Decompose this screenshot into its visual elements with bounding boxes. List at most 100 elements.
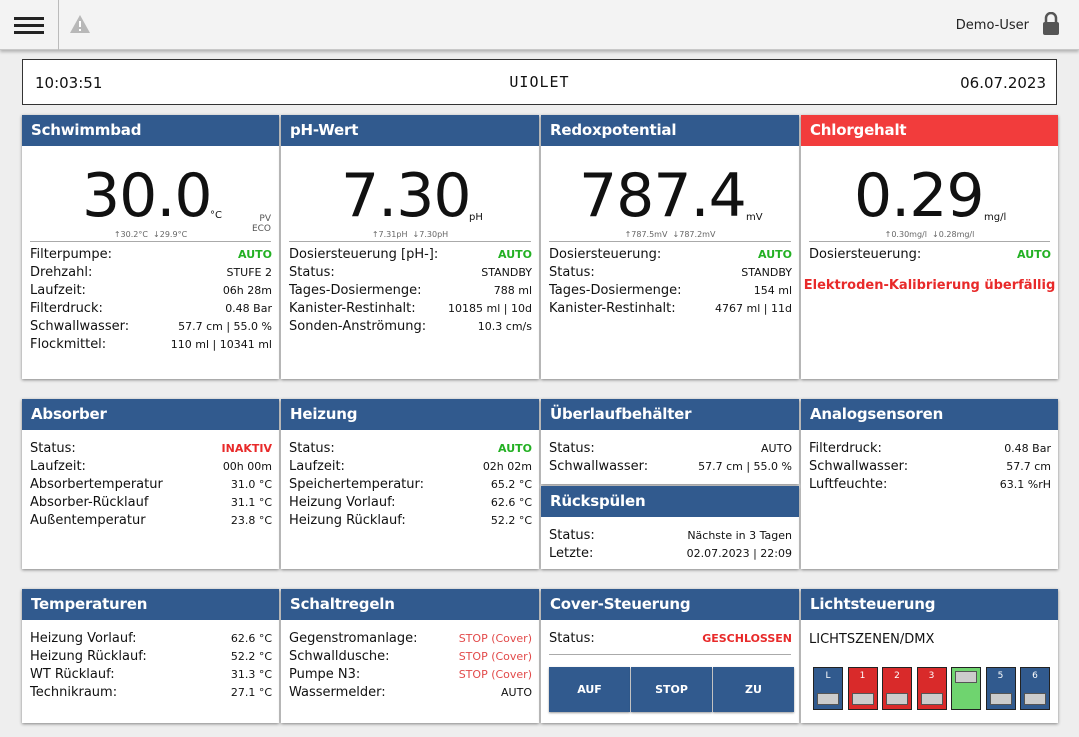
card-cover[interactable]: Cover-Steuerung Status: GESCHLOSSEN AUF … <box>541 589 799 723</box>
value-row: Heizung Rücklauf: 52.2 °C <box>30 649 272 667</box>
value-row: Wassermelder: AUTO <box>289 685 532 703</box>
lock-icon[interactable] <box>1042 12 1060 36</box>
cover-open-button[interactable]: AUF <box>549 667 630 712</box>
row-value: 00h 00m <box>222 460 272 473</box>
row-label: Schwalldusche: <box>289 649 390 664</box>
card-ph[interactable]: pH-Wert 7.30 pH ↑7.31pH ↓7.30pH Dosierst… <box>281 115 539 379</box>
light-scene-button[interactable]: 6 <box>1020 667 1050 710</box>
row-value: 57.7 cm | 55.0 % <box>178 320 272 333</box>
scene-switch <box>955 671 977 683</box>
value-row: Status: STANDBY <box>289 265 532 283</box>
value-row: Speichertemperatur: 65.2 °C <box>289 477 532 495</box>
row-label: WT Rücklauf: <box>30 667 115 682</box>
row-label: Dosiersteuerung [pH-]: <box>289 247 439 262</box>
row-label: Schwallwasser: <box>30 319 130 334</box>
row-label: Luftfeuchte: <box>809 477 888 492</box>
warning-icon[interactable] <box>69 14 91 34</box>
mode-pv: PV <box>259 214 271 224</box>
value-list: Status: AUTO Laufzeit: 02h 02m Speichertempe… <box>281 430 539 531</box>
big-readout: 7.30 pH ↑7.31pH ↓7.30pH <box>281 146 539 241</box>
card-title: Schwimmbad <box>22 115 279 146</box>
row-label: Kanister-Restinhalt: <box>289 301 416 316</box>
value-list: Filterdruck: 0.48 Bar Schwallwasser: 57.7 c… <box>801 430 1058 495</box>
row-value: 154 ml <box>753 284 792 297</box>
divider <box>549 241 791 242</box>
big-readout: 787.4 mV ↑787.5mV ↓787.2mV <box>541 146 799 241</box>
unit-label: pH <box>469 212 483 223</box>
big-readout: 0.29 mg/l ↑0.30mg/l ↓0.28mg/l <box>801 146 1058 241</box>
card-absorber[interactable]: Absorber Status: INAKTIV Laufzeit: 00h 00m A… <box>22 399 279 569</box>
calibration-alert: Elektroden-Kalibrierung überfällig <box>803 278 1056 293</box>
row-label: Status: <box>289 441 335 456</box>
scene-switch <box>886 693 908 705</box>
row-label: Heizung Vorlauf: <box>289 495 396 510</box>
card-temperaturen[interactable]: Temperaturen Heizung Vorlauf: 62.6 °C Heiz… <box>22 589 279 723</box>
big-value: 30.0 <box>82 161 213 231</box>
current-date: 06.07.2023 <box>960 74 1046 92</box>
row-label: Absorber-Rücklauf <box>30 495 149 510</box>
light-scenes-label: LICHTSZENEN/DMX <box>809 632 935 647</box>
value-row: Sonden-Anströmung: 10.3 cm/s <box>289 319 532 337</box>
row-value: 62.6 °C <box>490 496 532 509</box>
value-row: Laufzeit: 00h 00m <box>30 459 272 477</box>
row-label: Laufzeit: <box>30 283 86 298</box>
row-label: Sonden-Anströmung: <box>289 319 427 334</box>
card-redox[interactable]: Redoxpotential 787.4 mV ↑787.5mV ↓787.2m… <box>541 115 799 379</box>
light-scene-button[interactable]: 2 <box>882 667 912 710</box>
card-title: pH-Wert <box>281 115 539 146</box>
value-row: Kanister-Restinhalt: 4767 ml | 11d <box>549 301 792 319</box>
card-schaltregeln[interactable]: Schaltregeln Gegenstromanlage: STOP (Cove… <box>281 589 539 723</box>
cover-status-row: Status: GESCHLOSSEN <box>549 631 792 649</box>
row-value: AUTO <box>238 248 272 261</box>
row-value: 06h 28m <box>222 284 272 297</box>
row-value: 31.1 °C <box>230 496 272 509</box>
value-list: Status: Nächste in 3 Tagen Letzte: 02.07.20… <box>541 517 799 564</box>
brand-logo: UIOLET <box>509 73 570 91</box>
unit-label: mV <box>746 212 763 223</box>
row-label: Technikraum: <box>30 685 118 700</box>
value-row: Tages-Dosiermenge: 788 ml <box>289 283 532 301</box>
value-list: Dosiersteuerung [pH-]: AUTO Status: STANDBY… <box>281 242 539 337</box>
card-title: Redoxpotential <box>541 115 799 146</box>
row-value: 02.07.2023 | 22:09 <box>686 547 792 560</box>
light-scene-button[interactable]: 3 <box>916 667 947 710</box>
row-value: STANDBY <box>741 266 792 279</box>
light-scene-button[interactable]: L <box>813 667 843 710</box>
menu-icon[interactable] <box>0 0 59 50</box>
card-title: Temperaturen <box>22 589 279 620</box>
cover-status-value: GESCHLOSSEN <box>702 632 792 645</box>
divider <box>30 241 271 242</box>
row-value: INAKTIV <box>221 442 272 455</box>
light-scene-button[interactable]: 5 <box>985 667 1016 710</box>
row-label: Status: <box>30 441 76 456</box>
card-rueckspuelen[interactable]: Rückspülen Status: Nächste in 3 Tagen Letz… <box>541 486 799 569</box>
cover-close-button[interactable]: ZU <box>713 667 794 712</box>
card-chlor[interactable]: Chlorgehalt 0.29 mg/l ↑0.30mg/l ↓0.28mg/… <box>801 115 1058 379</box>
row-value: AUTO <box>498 442 532 455</box>
value-row: Status: Nächste in 3 Tagen <box>549 528 792 546</box>
row-label: Dosiersteuerung: <box>809 247 922 262</box>
row-label: Dosiersteuerung: <box>549 247 662 262</box>
big-readout: 30.0 °C PV ECO ↑30.2°C ↓29.9°C <box>22 146 279 241</box>
card-ueberlauf[interactable]: Überlaufbehälter Status: AUTO Schwallwasse… <box>541 399 799 484</box>
row-value: 57.7 cm <box>1006 460 1051 473</box>
card-licht[interactable]: Lichtsteuerung LICHTSZENEN/DMX L 1 2 3 5 6 <box>801 589 1058 723</box>
value-row: Außentemperatur 23.8 °C <box>30 513 272 531</box>
row-value: 63.1 %rH <box>999 478 1051 491</box>
card-heizung[interactable]: Heizung Status: AUTO Laufzeit: 02h 02m Speic… <box>281 399 539 569</box>
value-list: Status: INAKTIV Laufzeit: 00h 00m Absorberte… <box>22 430 279 531</box>
row-label: Filterdruck: <box>809 441 882 456</box>
row-label: Filterpumpe: <box>30 247 112 262</box>
value-row: Kanister-Restinhalt: 10185 ml | 10d <box>289 301 532 319</box>
card-analog[interactable]: Analogsensoren Filterdruck: 0.48 Bar Schwa… <box>801 399 1058 569</box>
value-row: Laufzeit: 02h 02m <box>289 459 532 477</box>
card-schwimmbad[interactable]: Schwimmbad 30.0 °C PV ECO ↑30.2°C ↓29.9°… <box>22 115 279 379</box>
row-label: Status: <box>549 631 595 646</box>
scene-label: 5 <box>997 671 1004 681</box>
row-label: Wassermelder: <box>289 685 386 700</box>
cover-stop-button[interactable]: STOP <box>631 667 712 712</box>
light-scene-button[interactable] <box>951 667 981 710</box>
light-scene-button[interactable]: 1 <box>847 667 878 710</box>
value-row: WT Rücklauf: 31.3 °C <box>30 667 272 685</box>
user-name[interactable]: Demo-User <box>955 18 1029 33</box>
